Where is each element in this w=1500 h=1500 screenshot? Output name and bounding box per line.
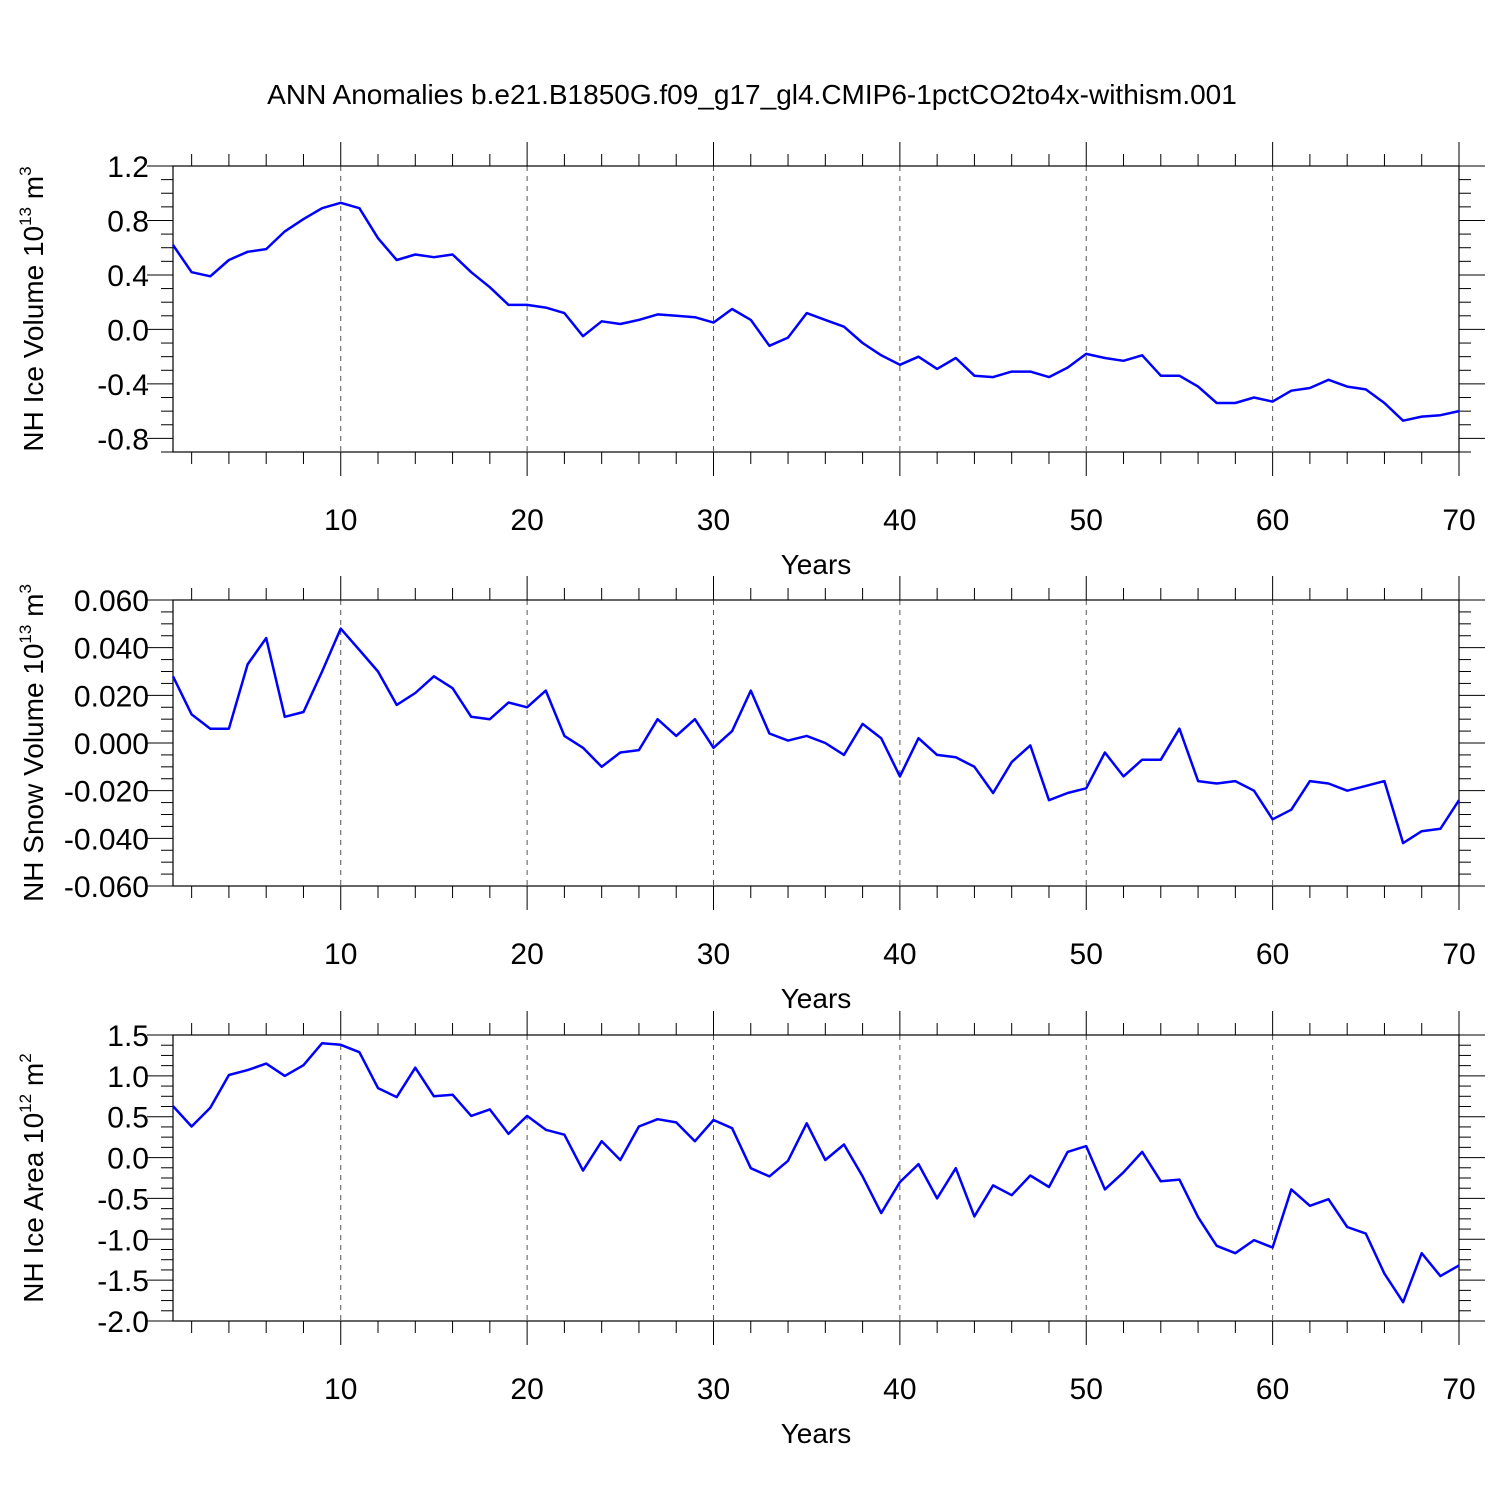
- y-axis-label-sup: 13: [16, 625, 35, 644]
- y-tick-label: 0.020: [74, 680, 149, 713]
- x-tick-label: 20: [510, 504, 543, 537]
- x-tick-label: 60: [1256, 1373, 1289, 1406]
- plot-frame: [172, 165, 1460, 453]
- x-tick-label: 30: [697, 504, 730, 537]
- figure-title: ANN Anomalies b.e21.B1850G.f09_g17_gl4.C…: [267, 79, 1237, 110]
- y-tick-label: 0.040: [74, 633, 149, 666]
- y-tick-label: -1.5: [97, 1265, 149, 1298]
- y-tick-label: 0.000: [74, 728, 149, 761]
- y-axis-label: NH Snow Volume 1013 m3: [16, 584, 49, 902]
- series-line-1: [171, 627, 1461, 845]
- plot-frame: [172, 599, 1460, 887]
- x-tick-label: 70: [1442, 938, 1475, 971]
- y-axis-label: NH Ice Volume 1013 m3: [16, 166, 49, 451]
- x-tick-label: 60: [1256, 504, 1289, 537]
- x-tick-label: 40: [883, 504, 916, 537]
- x-tick-label: 70: [1442, 1373, 1475, 1406]
- x-tick-label: 10: [324, 1373, 357, 1406]
- x-tick-label: 20: [510, 1373, 543, 1406]
- y-axis-label-part: m: [18, 176, 49, 207]
- y-axis-label-part: m: [18, 1063, 49, 1094]
- x-axis-label: Years: [781, 549, 852, 580]
- panel-1: 1.2 0.8 0.4 0.0 -0.4 -0.8 10 20 30 40 50 60 70 Years N…: [16, 142, 1485, 580]
- y-axis-label-part: NH Ice Volume 10: [18, 226, 49, 452]
- y-axis-label-sup: 12: [16, 1094, 35, 1113]
- y-axis-label: NH Ice Area 1012 m2: [16, 1053, 49, 1302]
- x-tick-label: 30: [697, 1373, 730, 1406]
- y-tick-label: 0.0: [107, 314, 149, 347]
- x-tick-label: 50: [1070, 938, 1103, 971]
- x-tick-label: 20: [510, 938, 543, 971]
- panels: 1.2 0.8 0.4 0.0 -0.4 -0.8 10 20 30 40 50 60 70 Years N…: [16, 142, 1485, 1449]
- x-tick-label: 40: [883, 938, 916, 971]
- y-axis-label-sup: 2: [16, 1053, 35, 1062]
- y-tick-label: 0.060: [74, 585, 149, 618]
- x-axis-label: Years: [781, 1418, 852, 1449]
- x-tick-label: 30: [697, 938, 730, 971]
- y-tick-label: 1.5: [107, 1020, 149, 1053]
- y-tick-label: -0.040: [64, 823, 149, 856]
- x-axis-label: Years: [781, 983, 852, 1014]
- x-tick-label: 50: [1070, 504, 1103, 537]
- y-tick-label: 1.2: [107, 151, 149, 184]
- y-tick-label: 1.0: [107, 1061, 149, 1094]
- x-tick-label: 40: [883, 1373, 916, 1406]
- y-tick-label: -1.0: [97, 1224, 149, 1257]
- x-tick-label: 70: [1442, 504, 1475, 537]
- y-tick-label: -0.5: [97, 1183, 149, 1216]
- y-axis-label-part: NH Snow Volume 10: [18, 644, 49, 902]
- y-axis-label-sup: 13: [16, 207, 35, 226]
- y-axis-label-sup: 3: [16, 166, 35, 175]
- series-line-1: [172, 1041, 1460, 1304]
- y-axis-label-part: NH Ice Area 10: [18, 1113, 49, 1303]
- y-tick-label: -0.020: [64, 776, 149, 809]
- panel-3: 1.5 1.0 0.5 0.0 -0.5 -1.0 -1.5 -2.0 10 20 30 40 50 60…: [16, 1011, 1485, 1449]
- series-line-1: [171, 201, 1460, 422]
- y-tick-label: 0.4: [107, 260, 149, 293]
- y-tick-label: -0.060: [64, 871, 149, 904]
- y-tick-label: -2.0: [97, 1306, 149, 1339]
- x-tick-label: 10: [324, 504, 357, 537]
- x-tick-label: 60: [1256, 938, 1289, 971]
- panel-2: 0.060 0.040 0.020 0.000 -0.020 -0.040 -0.060 10…: [16, 576, 1485, 1014]
- y-tick-label: -0.4: [97, 369, 149, 402]
- y-tick-label: 0.0: [107, 1143, 149, 1176]
- x-tick-label: 10: [324, 938, 357, 971]
- plot-frame: [172, 1034, 1460, 1322]
- y-tick-label: 0.8: [107, 205, 149, 238]
- y-axis-label-sup: 3: [16, 584, 35, 593]
- y-tick-label: -0.8: [97, 423, 149, 456]
- y-axis-label-part: m: [18, 594, 49, 625]
- y-tick-label: 0.5: [107, 1102, 149, 1135]
- x-tick-label: 50: [1070, 1373, 1103, 1406]
